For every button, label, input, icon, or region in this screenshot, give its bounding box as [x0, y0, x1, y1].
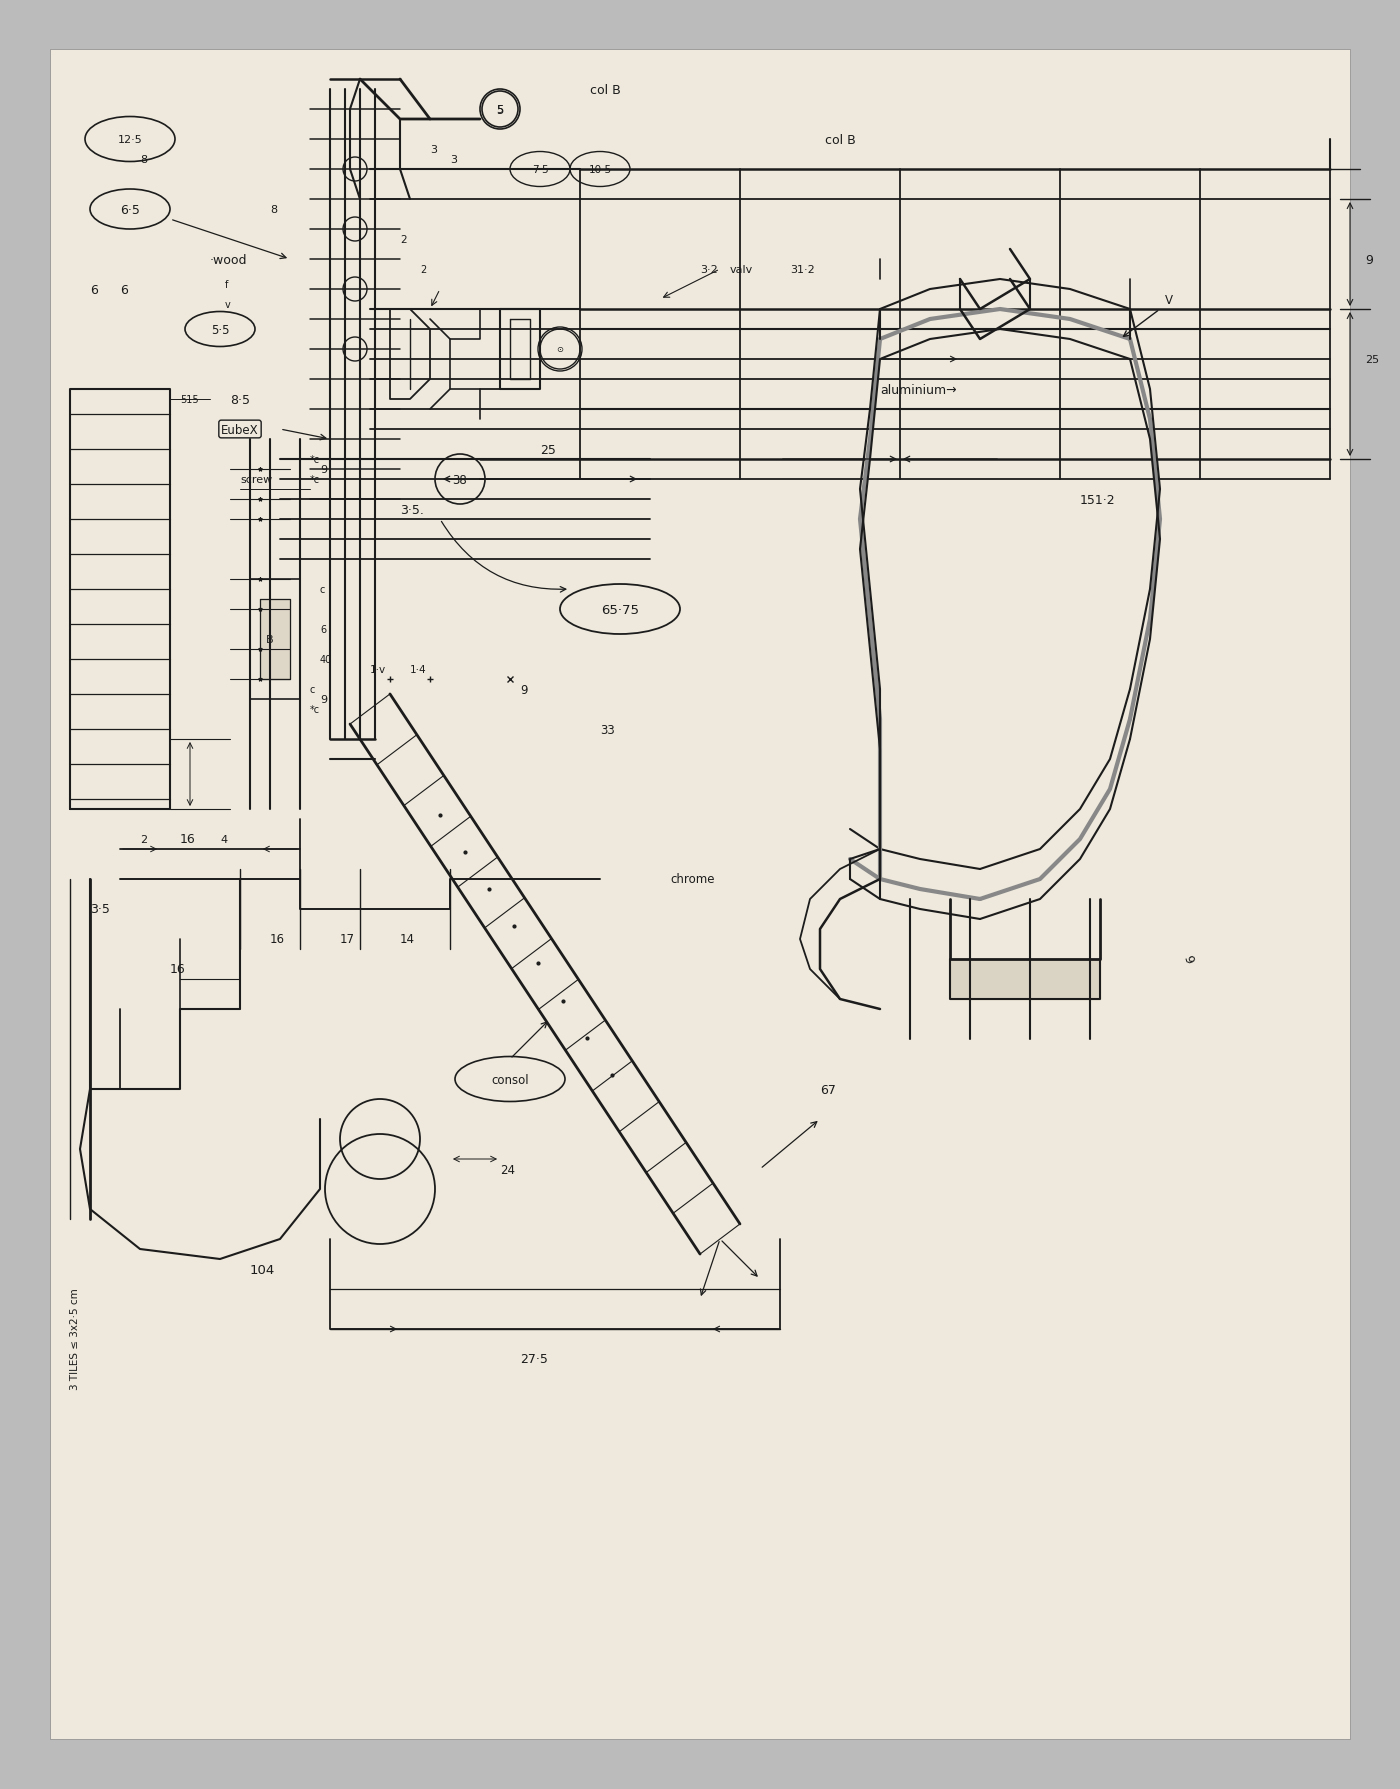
Text: 14: 14	[400, 934, 414, 946]
Text: 2: 2	[400, 234, 406, 245]
Text: 8: 8	[140, 156, 147, 165]
Text: f: f	[225, 279, 228, 290]
Text: *c: *c	[309, 454, 321, 465]
Text: 17: 17	[340, 934, 356, 946]
Text: 9: 9	[519, 683, 528, 696]
Text: 104: 104	[251, 1263, 276, 1276]
Text: 9: 9	[1365, 254, 1373, 267]
Text: 9: 9	[321, 465, 328, 474]
Text: 3·2: 3·2	[700, 265, 718, 276]
Text: 2: 2	[420, 265, 426, 276]
Text: 3: 3	[449, 156, 456, 165]
Text: 31·2: 31·2	[790, 265, 815, 276]
Text: *c: *c	[309, 474, 321, 485]
Text: 9: 9	[321, 694, 328, 705]
Text: 38: 38	[452, 474, 468, 487]
Text: 16: 16	[169, 962, 186, 977]
Text: v: v	[225, 301, 231, 309]
Text: 151·2: 151·2	[1079, 494, 1116, 506]
Text: 25: 25	[540, 444, 556, 456]
Text: 33: 33	[601, 723, 615, 735]
Text: 10·5: 10·5	[588, 165, 612, 175]
Text: 25: 25	[1365, 354, 1379, 365]
Text: c: c	[309, 685, 315, 694]
Text: col B: col B	[589, 84, 620, 97]
Text: 7·5: 7·5	[532, 165, 549, 175]
Text: 515: 515	[181, 395, 199, 404]
Text: 3·5: 3·5	[90, 903, 109, 916]
Text: EubeX: EubeX	[221, 424, 259, 437]
Text: 8: 8	[270, 206, 277, 215]
Text: 5: 5	[497, 104, 504, 116]
Text: c: c	[321, 585, 325, 594]
Text: 6·5: 6·5	[120, 204, 140, 216]
Text: aluminium→: aluminium→	[881, 383, 956, 397]
Text: 40: 40	[321, 655, 332, 666]
Text: 5·5: 5·5	[211, 324, 230, 336]
Text: ⊙: ⊙	[557, 345, 563, 354]
Text: 3: 3	[430, 145, 437, 156]
Text: 27·5: 27·5	[519, 1352, 547, 1365]
Text: 6: 6	[90, 283, 98, 297]
Text: 5: 5	[497, 106, 504, 114]
Text: 3·5.: 3·5.	[400, 503, 424, 517]
Text: 67: 67	[820, 1082, 836, 1097]
Text: 6: 6	[321, 624, 326, 635]
Text: 3 TILES ≤ 3x2·5 cm: 3 TILES ≤ 3x2·5 cm	[70, 1288, 80, 1390]
Text: screw: screw	[239, 474, 272, 485]
Text: chrome: chrome	[671, 873, 714, 886]
Text: 8·5: 8·5	[230, 394, 251, 406]
Text: col B: col B	[825, 134, 855, 147]
Text: 6: 6	[120, 283, 127, 297]
Text: consol: consol	[491, 1073, 529, 1086]
Text: 65·75: 65·75	[601, 603, 638, 615]
Text: 1·v: 1·v	[370, 666, 386, 674]
Text: 16: 16	[270, 934, 286, 946]
Text: 12·5: 12·5	[118, 134, 143, 145]
Text: V: V	[1165, 293, 1173, 306]
Text: 16: 16	[181, 834, 196, 846]
Text: ·wood: ·wood	[210, 254, 248, 267]
Text: *c: *c	[309, 705, 321, 714]
Text: 4: 4	[220, 834, 227, 844]
Text: 9: 9	[1180, 954, 1196, 966]
Text: 24: 24	[500, 1163, 515, 1175]
Text: valv: valv	[729, 265, 753, 276]
Text: 2: 2	[140, 834, 147, 844]
Text: B: B	[266, 635, 274, 644]
Text: 1·4: 1·4	[410, 666, 427, 674]
